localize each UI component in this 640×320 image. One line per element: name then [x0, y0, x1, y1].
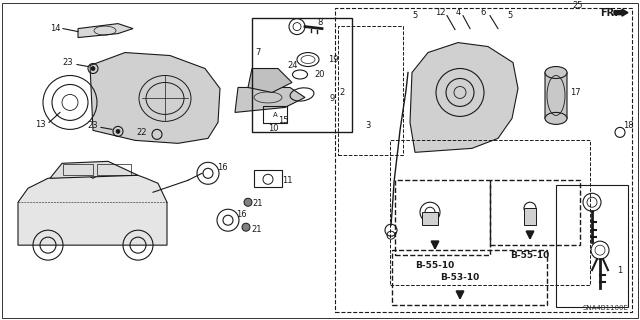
- Polygon shape: [78, 24, 133, 37]
- Text: 23: 23: [88, 121, 99, 130]
- Text: 16: 16: [236, 210, 246, 219]
- Circle shape: [244, 198, 252, 206]
- Text: 10: 10: [268, 124, 278, 133]
- Text: 11: 11: [282, 176, 292, 185]
- Text: 24: 24: [288, 61, 298, 70]
- Polygon shape: [410, 43, 518, 152]
- Polygon shape: [18, 175, 167, 245]
- Text: 5: 5: [508, 11, 513, 20]
- Ellipse shape: [545, 67, 567, 78]
- Bar: [556, 185, 628, 307]
- Text: 1: 1: [618, 266, 623, 275]
- Text: 9: 9: [330, 94, 335, 103]
- Text: FR.: FR.: [600, 8, 618, 18]
- Text: 22: 22: [137, 128, 147, 137]
- Text: 25: 25: [573, 1, 583, 10]
- Bar: [252, 18, 352, 132]
- Text: 23: 23: [63, 58, 74, 67]
- Polygon shape: [90, 52, 220, 143]
- Text: 3: 3: [365, 121, 371, 130]
- Text: B-53-10: B-53-10: [440, 273, 479, 282]
- Text: 15: 15: [278, 116, 288, 125]
- Polygon shape: [545, 67, 567, 124]
- Ellipse shape: [545, 112, 567, 124]
- Bar: [97, 164, 131, 175]
- Bar: [524, 208, 536, 225]
- Polygon shape: [248, 68, 292, 92]
- FancyArrow shape: [614, 9, 628, 16]
- Text: 6: 6: [480, 8, 486, 17]
- Bar: [338, 26, 403, 155]
- Text: 17: 17: [570, 88, 580, 97]
- Text: 7: 7: [255, 48, 260, 57]
- Text: 8: 8: [317, 18, 323, 27]
- Polygon shape: [235, 87, 305, 112]
- Bar: [392, 250, 547, 305]
- Text: 13: 13: [35, 120, 45, 129]
- Text: 19: 19: [328, 55, 339, 64]
- Circle shape: [116, 129, 120, 133]
- Text: B-55-10: B-55-10: [415, 260, 454, 270]
- Bar: [335, 8, 632, 312]
- Bar: [395, 180, 490, 255]
- Polygon shape: [422, 212, 438, 225]
- Text: A: A: [273, 112, 277, 118]
- Circle shape: [242, 223, 250, 231]
- Bar: [390, 140, 590, 285]
- Text: 18: 18: [623, 121, 634, 130]
- Circle shape: [91, 67, 95, 70]
- Bar: [63, 164, 93, 175]
- Text: 21: 21: [253, 199, 263, 208]
- Text: B-55-10: B-55-10: [510, 251, 550, 260]
- Text: 20: 20: [315, 70, 325, 79]
- Text: 14: 14: [50, 24, 60, 33]
- Text: 2: 2: [339, 88, 344, 97]
- Text: 4: 4: [456, 8, 461, 17]
- Polygon shape: [50, 161, 138, 178]
- Text: 12: 12: [435, 8, 445, 17]
- Text: 16: 16: [217, 163, 227, 172]
- Bar: [254, 170, 282, 187]
- Text: 21: 21: [252, 225, 262, 234]
- Bar: [490, 180, 580, 245]
- Text: 5: 5: [412, 11, 418, 20]
- Text: SNA4B1100E: SNA4B1100E: [582, 305, 628, 311]
- Bar: [263, 107, 287, 124]
